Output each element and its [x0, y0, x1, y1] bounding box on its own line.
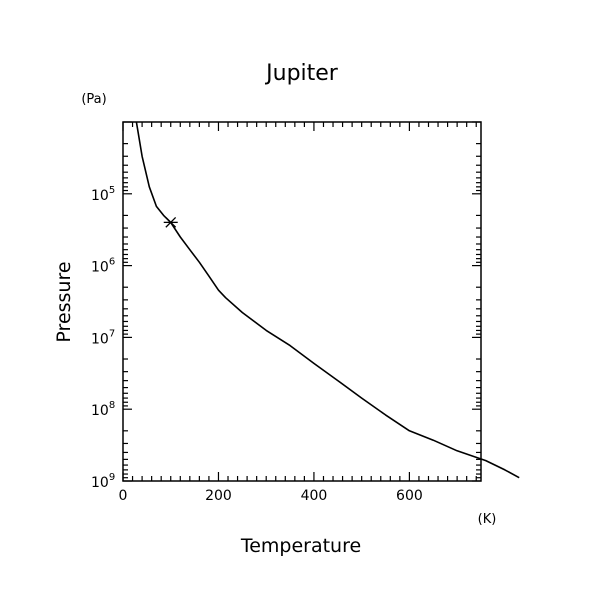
asterisk-marker [163, 217, 178, 228]
series-layer [135, 121, 520, 479]
x-axis-title: Temperature [240, 535, 361, 557]
y-tick-label: 109 [91, 472, 115, 491]
x-tick-label: 0 [119, 488, 128, 504]
y-tick-label: 105 [91, 185, 115, 204]
y-tick-labels: 105 106 107 108 109 [91, 185, 115, 491]
x-tick-label: 400 [301, 488, 328, 504]
x-tick-labels: 0 200 400 600 [119, 488, 423, 504]
plot-frame [122, 121, 482, 482]
x-axis-unit: (K) [478, 512, 497, 527]
x-tick-label: 600 [396, 488, 423, 504]
x-tick-label: 200 [205, 488, 232, 504]
ticks-layer [122, 121, 481, 482]
series-line [135, 121, 520, 479]
y-tick-label: 106 [91, 257, 115, 276]
y-tick-label: 108 [91, 400, 115, 419]
y-axis-title: Pressure [53, 261, 75, 342]
marker-layer [163, 217, 178, 228]
y-axis-unit: (Pa) [81, 92, 106, 107]
chart-title: Jupiter [264, 61, 339, 86]
y-tick-label: 107 [91, 328, 115, 347]
